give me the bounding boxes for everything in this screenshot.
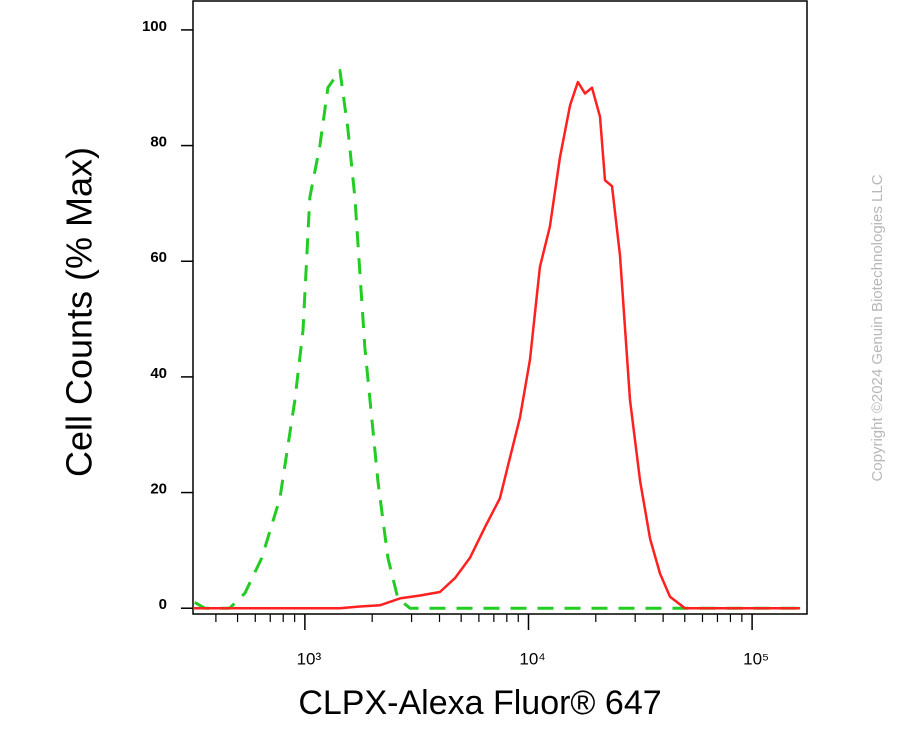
y-axis-label: Cell Counts (% Max)	[59, 147, 100, 477]
x-tick-label: 10³	[297, 649, 322, 668]
y-tick-label: 80	[150, 134, 167, 151]
y-tick-label: 60	[150, 249, 167, 266]
y-tick-label: 20	[150, 481, 167, 498]
plot-frame	[192, 0, 808, 615]
x-axis-label: CLPX-Alexa Fluor® 647	[298, 684, 661, 722]
series-line	[194, 68, 801, 610]
y-tick-label: 40	[150, 365, 167, 382]
y-tick-label: 100	[142, 18, 167, 35]
y-tick-label: 0	[159, 596, 167, 613]
watermark: Copyright ©2024 Genuin Biotechnologies L…	[869, 174, 886, 481]
series-line	[193, 80, 801, 610]
x-tick-label: 10⁵	[743, 649, 769, 668]
x-tick-label: 10⁴	[519, 649, 545, 668]
